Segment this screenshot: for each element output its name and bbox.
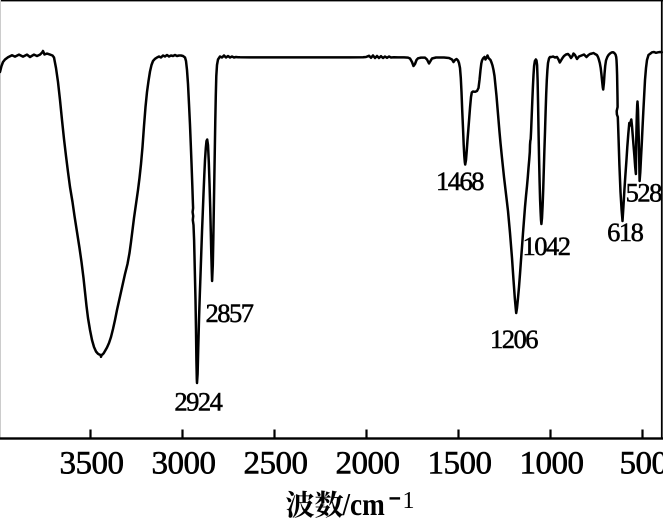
svg-text:528: 528: [626, 178, 663, 208]
svg-text:1500: 1500: [428, 446, 492, 482]
svg-text:3500: 3500: [60, 446, 124, 482]
svg-text:1468: 1468: [436, 166, 484, 196]
svg-text:1042: 1042: [523, 231, 570, 261]
svg-text:2924: 2924: [174, 387, 222, 417]
svg-text:618: 618: [607, 217, 644, 247]
svg-text:/cm: /cm: [342, 488, 385, 520]
svg-text:2500: 2500: [244, 446, 308, 482]
svg-text:1: 1: [403, 488, 415, 514]
svg-text:2000: 2000: [336, 446, 400, 482]
svg-text:3000: 3000: [152, 446, 216, 482]
svg-text:2857: 2857: [206, 298, 254, 328]
svg-text:1000: 1000: [520, 446, 584, 482]
svg-text:500: 500: [620, 446, 663, 482]
svg-text:1206: 1206: [490, 324, 538, 354]
